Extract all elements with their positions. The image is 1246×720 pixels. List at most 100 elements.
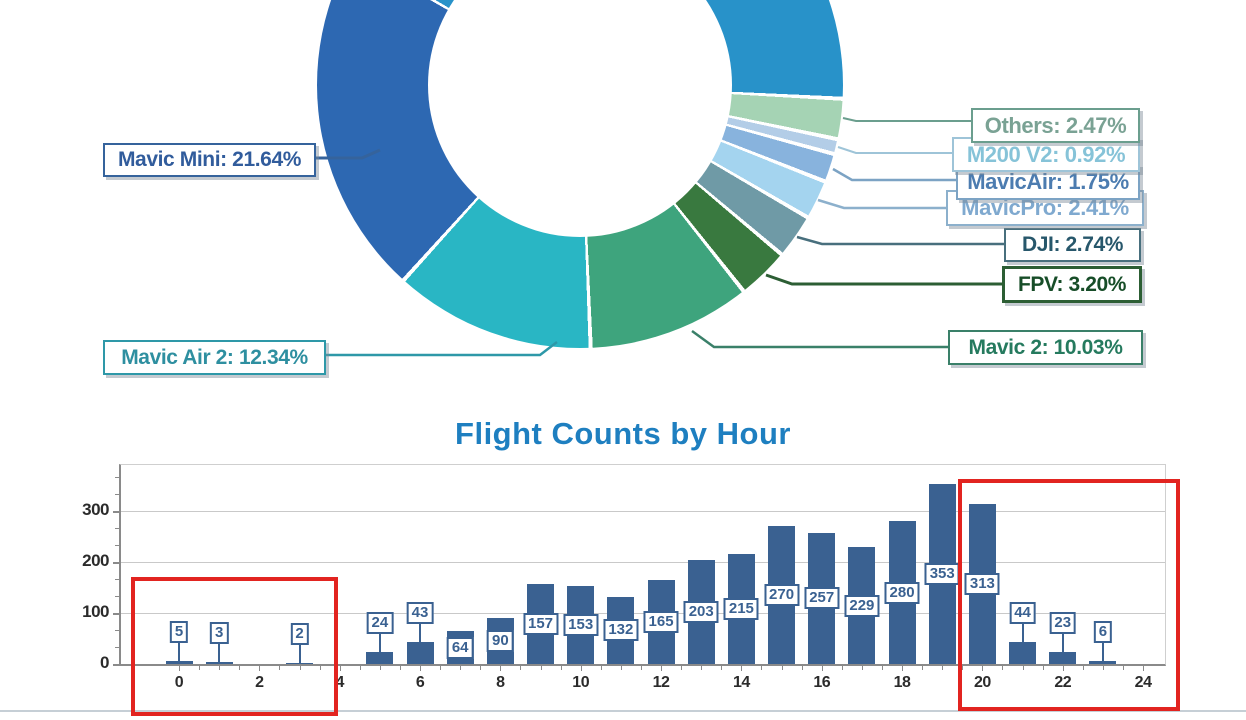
x-axis-label-8: 8 <box>496 674 505 691</box>
x-tick <box>279 666 281 670</box>
x-tick <box>580 666 582 671</box>
x-tick <box>801 666 803 670</box>
x-tick <box>661 666 663 671</box>
callout-fpv: FPV: 3.20% <box>1002 266 1142 303</box>
value-label-hour-23: 6 <box>1093 620 1113 643</box>
x-tick <box>219 666 221 670</box>
y-minor-tick <box>115 528 119 529</box>
x-tick <box>982 666 984 671</box>
bar-hour-21 <box>1009 641 1037 664</box>
x-tick <box>781 666 783 670</box>
x-axis-label-0: 0 <box>174 674 184 691</box>
x-tick <box>681 666 683 670</box>
x-tick <box>861 666 863 670</box>
value-label-hour-8: 90 <box>487 630 514 653</box>
y-minor-tick <box>115 630 119 631</box>
bar-hour-0 <box>165 661 193 664</box>
connector-mavic-2 <box>691 329 948 349</box>
y-minor-tick <box>115 579 119 580</box>
value-label-stem-hour-22 <box>1061 634 1064 653</box>
x-tick <box>520 666 522 670</box>
x-tick <box>359 666 361 670</box>
x-tick <box>600 666 602 670</box>
x-tick <box>640 666 642 670</box>
callout-mavic-air-2: Mavic Air 2: 12.34% <box>103 340 326 375</box>
value-label-hour-5: 24 <box>366 611 394 634</box>
callout-mavic-2: Mavic 2: 10.03% <box>948 330 1143 365</box>
x-axis-label-6: 6 <box>415 674 425 691</box>
x-tick <box>841 666 843 670</box>
y-major-tick <box>113 664 119 666</box>
value-label-stem-hour-5 <box>378 633 381 652</box>
x-tick <box>701 666 703 670</box>
x-tick <box>500 666 502 671</box>
value-label-hour-0: 5 <box>169 621 189 644</box>
y-axis-label-300: 300 <box>82 500 109 519</box>
x-axis-label-14: 14 <box>732 674 750 691</box>
connector-others <box>842 117 971 122</box>
value-label-stem-hour-0 <box>178 643 180 662</box>
bar-hour-22 <box>1049 652 1077 664</box>
value-label-hour-22: 23 <box>1049 612 1077 635</box>
x-tick <box>399 666 401 670</box>
y-axis-label-0: 0 <box>100 653 109 672</box>
x-tick <box>239 666 241 670</box>
x-tick <box>1022 666 1024 670</box>
y-minor-tick <box>115 494 119 495</box>
x-axis-label-12: 12 <box>652 674 670 691</box>
value-label-hour-15: 270 <box>764 584 800 607</box>
value-label-hour-17: 229 <box>844 594 880 617</box>
value-label-hour-13: 203 <box>683 601 719 624</box>
y-major-tick <box>113 613 119 615</box>
y-axis-label-200: 200 <box>82 551 109 570</box>
x-tick <box>480 666 482 670</box>
value-label-stem-hour-3 <box>298 644 301 663</box>
value-label-hour-3: 2 <box>290 622 309 645</box>
x-tick <box>962 666 964 670</box>
bar-hour-23 <box>1089 660 1117 664</box>
x-axis-label-16: 16 <box>813 674 831 691</box>
x-tick <box>902 666 904 671</box>
connector-mavicpro <box>817 198 946 210</box>
value-label-hour-7: 64 <box>446 636 474 659</box>
connector-dji <box>796 235 1004 246</box>
x-tick <box>1062 666 1064 671</box>
y-major-tick <box>113 511 119 513</box>
value-label-hour-14: 215 <box>723 598 759 621</box>
x-tick <box>1042 666 1044 670</box>
x-axis-label-18: 18 <box>893 674 911 691</box>
gridline-y100 <box>121 613 1165 614</box>
value-label-hour-21: 44 <box>1009 601 1036 624</box>
y-major-tick <box>113 562 119 564</box>
x-tick <box>560 666 562 670</box>
x-tick <box>1122 666 1124 670</box>
bottom-divider-line <box>0 710 1246 712</box>
gridline-y200 <box>121 562 1165 563</box>
y-minor-tick <box>115 545 119 546</box>
x-tick <box>420 666 422 671</box>
connector-mavicair <box>832 167 956 182</box>
x-axis-label-24: 24 <box>1134 674 1152 691</box>
value-label-stem-hour-23 <box>1101 642 1104 661</box>
y-minor-tick <box>115 647 119 648</box>
highlight-rect-hours-0-3 <box>131 577 338 716</box>
value-label-hour-11: 132 <box>603 619 639 642</box>
value-label-stem-hour-1 <box>218 644 221 663</box>
x-tick <box>922 666 924 670</box>
connector-mavic-air-2 <box>322 341 558 357</box>
value-label-hour-18: 280 <box>884 581 920 604</box>
x-tick <box>1143 666 1145 671</box>
x-tick <box>761 666 763 670</box>
x-axis-label-20: 20 <box>973 674 991 691</box>
x-tick <box>1102 666 1104 670</box>
x-axis-label-4: 4 <box>335 674 344 691</box>
gridline-y300 <box>121 511 1165 512</box>
y-minor-tick <box>115 596 119 597</box>
x-tick <box>1002 666 1004 670</box>
x-tick <box>460 666 462 670</box>
value-label-hour-12: 165 <box>643 610 679 633</box>
value-label-stem-hour-21 <box>1021 623 1024 642</box>
x-axis-label-22: 22 <box>1054 674 1072 691</box>
drone-model-donut-chart <box>317 0 843 348</box>
